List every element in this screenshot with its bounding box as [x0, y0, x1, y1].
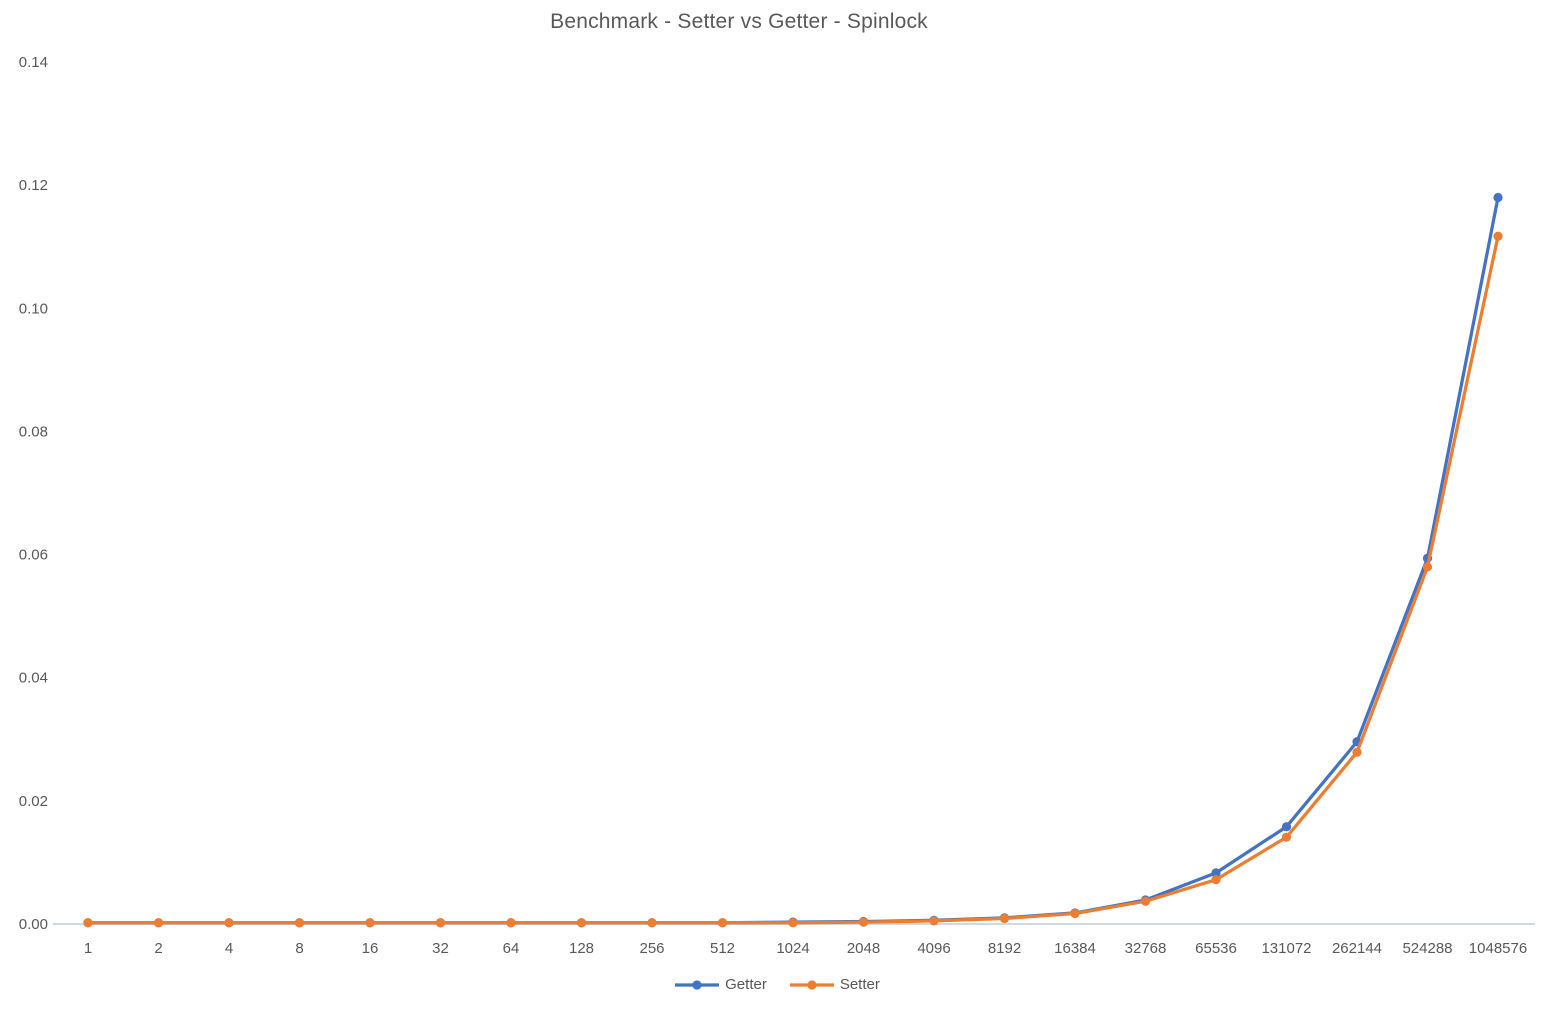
legend-item-setter: Setter	[789, 976, 880, 993]
legend: Getter Setter	[0, 976, 1554, 993]
series-marker-getter	[1281, 822, 1292, 832]
x-axis-tick-label: 4	[225, 940, 233, 957]
x-axis-tick-label: 64	[503, 940, 520, 957]
x-axis-tick-label: 65536	[1195, 940, 1237, 957]
series-line-setter	[86, 234, 1500, 925]
series-marker-setter	[1070, 908, 1080, 919]
x-axis-tick-label: 262144	[1332, 940, 1382, 957]
x-axis-tick-label: 2	[154, 940, 162, 957]
y-axis-tick-label: 0.08	[19, 423, 48, 440]
y-axis-tick-label: 0.06	[19, 547, 48, 564]
series-line-getter	[86, 195, 1500, 925]
x-axis-tick-label: 8192	[988, 940, 1021, 957]
x-axis-tick-label: 512	[710, 940, 735, 957]
x-axis-tick-label: 16384	[1054, 940, 1096, 957]
x-axis-tick-label: 2048	[847, 940, 880, 957]
series-marker-getter	[1493, 192, 1503, 203]
series-marker-setter	[717, 918, 728, 928]
series-marker-setter	[365, 918, 375, 928]
x-axis-tick-label: 256	[639, 940, 664, 957]
legend-line-marker-icon	[675, 979, 720, 990]
series-marker-setter	[83, 918, 93, 928]
x-axis-tick-label: 1024	[776, 940, 809, 957]
y-axis-tick-label: 0.14	[19, 54, 48, 71]
series-marker-setter	[1211, 875, 1221, 885]
y-axis-tick-label: 0.00	[19, 916, 48, 933]
series-marker-setter	[576, 918, 587, 928]
series-marker-setter	[1422, 562, 1433, 572]
x-axis-tick-label: 32768	[1125, 940, 1167, 957]
y-axis-tick-label: 0.12	[19, 177, 48, 194]
legend-line-marker-icon	[789, 979, 834, 990]
x-axis-tick-label: 1	[84, 940, 92, 957]
series-marker-setter	[647, 918, 657, 928]
legend-item-label: Getter	[725, 976, 767, 993]
x-axis-tick-label: 8	[295, 940, 303, 957]
legend-item-getter: Getter	[674, 976, 767, 993]
series-marker-setter	[1140, 896, 1151, 906]
legend-item-label: Setter	[839, 976, 880, 993]
series-marker-setter	[224, 918, 234, 928]
series-marker-setter	[1352, 747, 1362, 757]
chart-title: Benchmark - Setter vs Getter - Spinlock	[550, 10, 928, 33]
series-marker-setter	[929, 916, 939, 926]
y-axis-tick-label: 0.02	[19, 793, 48, 810]
series-marker-setter	[294, 918, 305, 928]
x-axis-tick-label: 524288	[1402, 940, 1452, 957]
x-axis-tick-label: 16	[362, 940, 379, 957]
series-marker-setter	[1493, 231, 1503, 241]
x-axis-tick-label: 32	[432, 940, 449, 957]
series-marker-setter	[1281, 832, 1292, 842]
y-axis-tick-label: 0.10	[19, 300, 48, 317]
x-axis-tick-label: 4096	[917, 940, 950, 957]
y-axis-tick-label: 0.04	[19, 670, 48, 687]
series-marker-setter	[999, 913, 1010, 924]
x-axis-tick-label: 131072	[1261, 940, 1311, 957]
series-marker-setter	[788, 918, 798, 928]
series-marker-getter	[1211, 868, 1221, 878]
x-axis-tick-label: 1048576	[1469, 940, 1527, 957]
series-marker-setter	[435, 918, 446, 928]
series-marker-setter	[153, 918, 164, 928]
series-marker-setter	[858, 917, 869, 927]
series-marker-setter	[506, 918, 516, 928]
x-axis-tick-label: 128	[569, 940, 594, 957]
